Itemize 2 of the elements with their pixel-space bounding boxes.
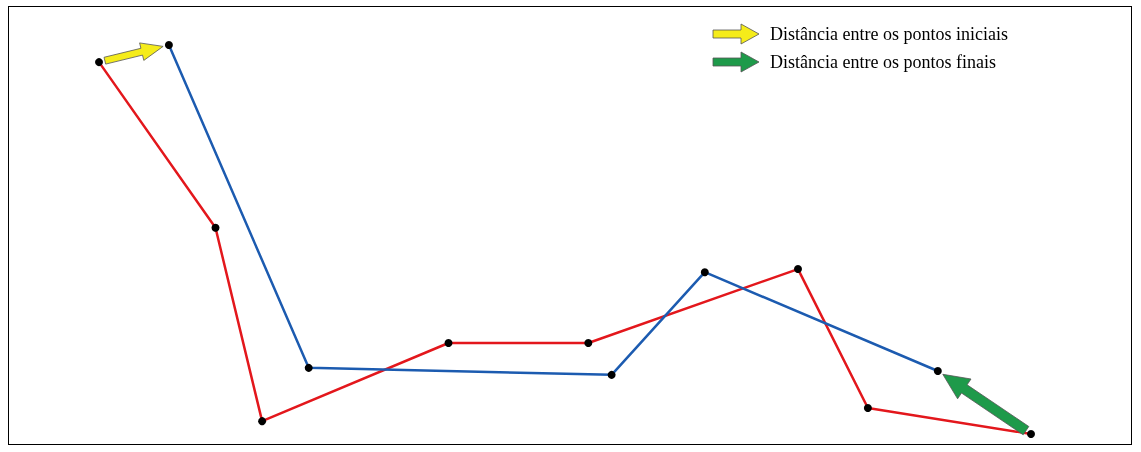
- text: Distância entre os pontos iniciais: [770, 23, 1008, 45]
- annotation: Distância entre os pontos finais: [770, 51, 996, 73]
